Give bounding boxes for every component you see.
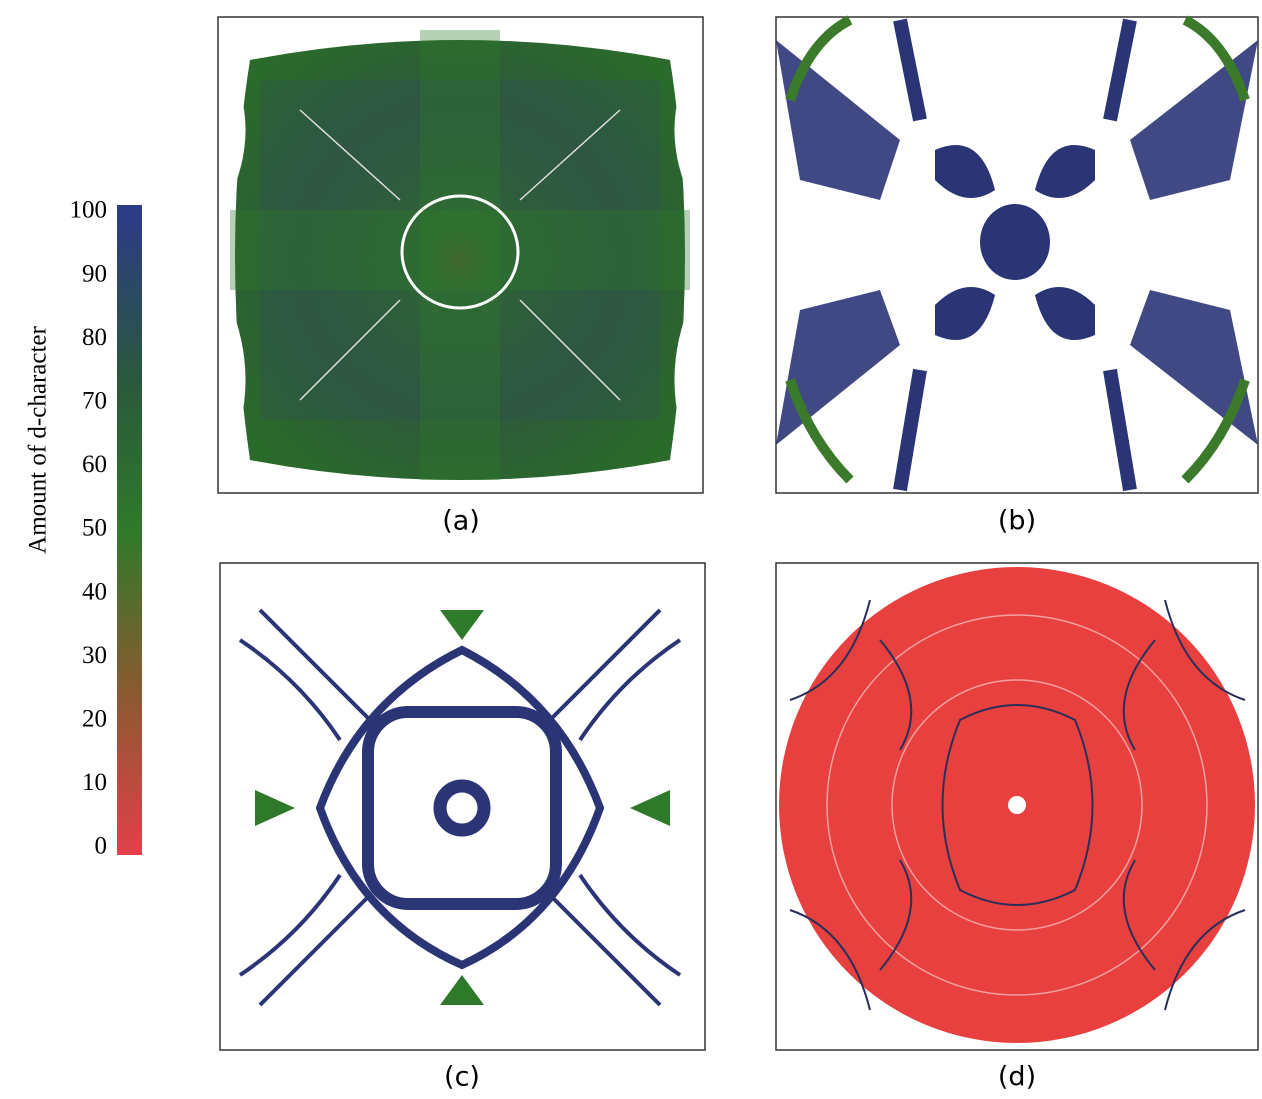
colorbar-tick-label: 60 — [82, 451, 107, 478]
panel-b — [776, 17, 1258, 493]
colorbar-label: Amount of d-character — [25, 325, 52, 553]
panel-caption: (a) — [442, 506, 480, 537]
colorbar-tick-label: 20 — [82, 706, 107, 733]
colorbar-tick-label: 100 — [70, 197, 108, 224]
panel-d — [776, 563, 1258, 1050]
colorbar-ticks: 0 10 20 30 40 50 60 70 80 90 100 — [70, 197, 118, 860]
colorbar-tick-label: 10 — [82, 769, 107, 796]
colorbar-tick-label: 0 — [95, 833, 108, 860]
colorbar — [117, 205, 142, 855]
panel-caption: (d) — [998, 1062, 1036, 1093]
panel-caption: (b) — [998, 506, 1036, 537]
colorbar-tick-label: 50 — [82, 515, 107, 542]
colorbar-tick-label: 80 — [82, 324, 107, 351]
colorbar-tick-label: 90 — [82, 260, 107, 287]
figure: 0 10 20 30 40 50 60 70 80 90 100 Amount of d-chara… — [0, 0, 1262, 1099]
panel-a — [218, 17, 703, 493]
colorbar-tick-label: 70 — [82, 388, 107, 415]
colorbar-tick-label: 40 — [82, 578, 107, 605]
colorbar-tick-label: 30 — [82, 642, 107, 669]
panel-caption: (c) — [444, 1062, 480, 1093]
panel-c — [220, 563, 705, 1050]
